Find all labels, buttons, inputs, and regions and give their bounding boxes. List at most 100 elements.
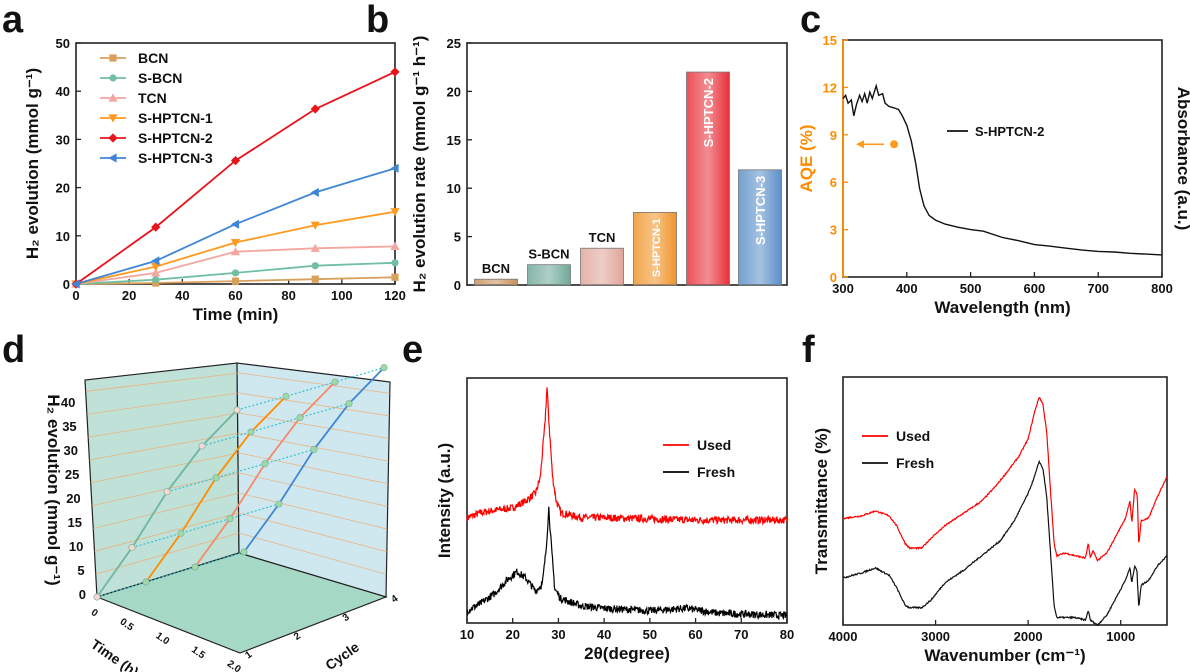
grid-line xyxy=(85,372,240,392)
time-tick-label: 0.5 xyxy=(118,616,136,633)
y-tick-label: 40 xyxy=(56,84,70,99)
plot-frame xyxy=(466,377,788,624)
grid-line xyxy=(238,532,387,575)
data-point xyxy=(212,474,220,482)
x-tick-label: 80 xyxy=(281,288,295,303)
panel-b-bar-chart: 0 5 10 15 20 25 H₂ evolution rate (mmol g⁻¹ h⁻… xyxy=(410,36,788,293)
z-tick-label: 10 xyxy=(69,539,83,554)
x-axis-label: Time (min) xyxy=(193,305,279,324)
panel-label-b: b xyxy=(366,0,389,41)
diamond-marker xyxy=(390,67,400,77)
y-tick-label: 0 xyxy=(830,270,837,285)
data-point xyxy=(261,460,269,468)
series-line-used xyxy=(842,397,1168,562)
plot-frame xyxy=(466,42,788,286)
triangle-left-marker xyxy=(230,219,240,229)
circle-marker xyxy=(311,262,319,270)
z-tick-label: 20 xyxy=(66,491,80,506)
triangle-up-marker xyxy=(310,243,320,252)
y-tick-label: 15 xyxy=(447,133,461,148)
z-tick-label: 0 xyxy=(79,587,86,602)
panel-label-d: d xyxy=(2,329,25,371)
square-marker xyxy=(391,273,399,281)
square-marker xyxy=(109,54,117,62)
x-tick-label: 30 xyxy=(551,627,565,642)
data-point xyxy=(233,406,241,414)
bar-label: S-HPTCN-2 xyxy=(701,78,716,147)
data-point xyxy=(163,488,171,496)
cycle-link-line xyxy=(201,403,350,447)
cycle-link-line xyxy=(236,367,385,411)
series-line-fresh xyxy=(466,506,788,621)
data-point xyxy=(177,529,185,537)
z-tick-label: 30 xyxy=(64,443,78,458)
grid-line xyxy=(94,512,240,552)
bar-label: S-HPTCN-3 xyxy=(753,176,768,245)
x-tick-label: 4000 xyxy=(829,629,858,644)
circle-marker xyxy=(231,269,240,277)
data-point xyxy=(128,544,136,552)
y-tick-label: 6 xyxy=(830,175,837,190)
circle-marker xyxy=(109,74,117,82)
circle-marker xyxy=(391,259,399,267)
time-axis-label: Time (h) xyxy=(88,636,142,672)
grid-line xyxy=(238,472,388,507)
triangle-down-marker xyxy=(151,263,161,272)
triangle-left-marker xyxy=(151,256,160,266)
x-tick-label: 0 xyxy=(72,288,79,303)
time-tick-label: 1.0 xyxy=(153,630,171,647)
bar-s-hptcn-1 xyxy=(633,211,677,286)
z-tick-label: 15 xyxy=(68,515,82,530)
y-tick-label: 30 xyxy=(56,132,70,147)
x-tick-label: 700 xyxy=(1087,281,1109,296)
square-marker xyxy=(311,275,319,283)
triangle-left-marker xyxy=(108,153,117,163)
data-point xyxy=(310,445,318,453)
grid-line xyxy=(238,452,389,485)
y-axis-label: H₂ evolution (mmol g⁻¹) xyxy=(23,68,42,259)
legend-label: S-HPTCN-3 xyxy=(138,150,213,166)
bar-label: BCN xyxy=(482,261,510,276)
grid-line xyxy=(88,412,240,438)
y-axis-label: Intensity (a.u.) xyxy=(435,443,454,558)
z-axis-label: H₂ evolution (mmol g⁻¹) xyxy=(44,394,63,585)
triangle-down-marker xyxy=(310,221,320,230)
y-tick-label: 20 xyxy=(56,181,70,196)
legend-label: S-HPTCN-2 xyxy=(975,124,1044,139)
bar-s-hptcn-3 xyxy=(738,169,782,286)
y-tick-label: 25 xyxy=(447,36,461,51)
y-tick-label: 15 xyxy=(823,33,837,48)
bar-label: TCN xyxy=(589,230,616,245)
square-marker xyxy=(231,277,240,285)
cycle-axis-label: Cycle xyxy=(322,639,362,672)
triangle-left-marker xyxy=(71,279,80,289)
legend-label: Used xyxy=(896,428,930,444)
data-point xyxy=(93,593,101,601)
panel-label-a: a xyxy=(2,0,24,41)
time-tick-label: 2.0 xyxy=(225,658,243,672)
x-tick-label: 70 xyxy=(734,627,748,642)
x-tick-label: 3000 xyxy=(921,629,950,644)
x-tick-label: 20 xyxy=(505,627,519,642)
y-tick-label: 12 xyxy=(823,80,837,95)
grid-line xyxy=(238,392,390,417)
data-point xyxy=(191,563,199,571)
y-tick-label: 10 xyxy=(56,229,70,244)
diamond-marker xyxy=(151,222,161,232)
legend-label: Used xyxy=(697,437,731,453)
grid-line xyxy=(238,412,390,439)
time-tick-label: 1.5 xyxy=(189,644,207,661)
grid-line xyxy=(93,492,240,529)
bar-bcn xyxy=(474,278,518,286)
x-tick-label: 120 xyxy=(384,288,406,303)
x-tick-label: 60 xyxy=(228,288,242,303)
x-tick-label: 2000 xyxy=(1014,629,1043,644)
grid-line xyxy=(90,452,240,484)
grid-line xyxy=(86,392,240,415)
data-point xyxy=(345,400,353,408)
bar-s-bcn xyxy=(527,264,571,286)
data-point xyxy=(275,500,283,508)
x-tick-label: 40 xyxy=(175,288,189,303)
